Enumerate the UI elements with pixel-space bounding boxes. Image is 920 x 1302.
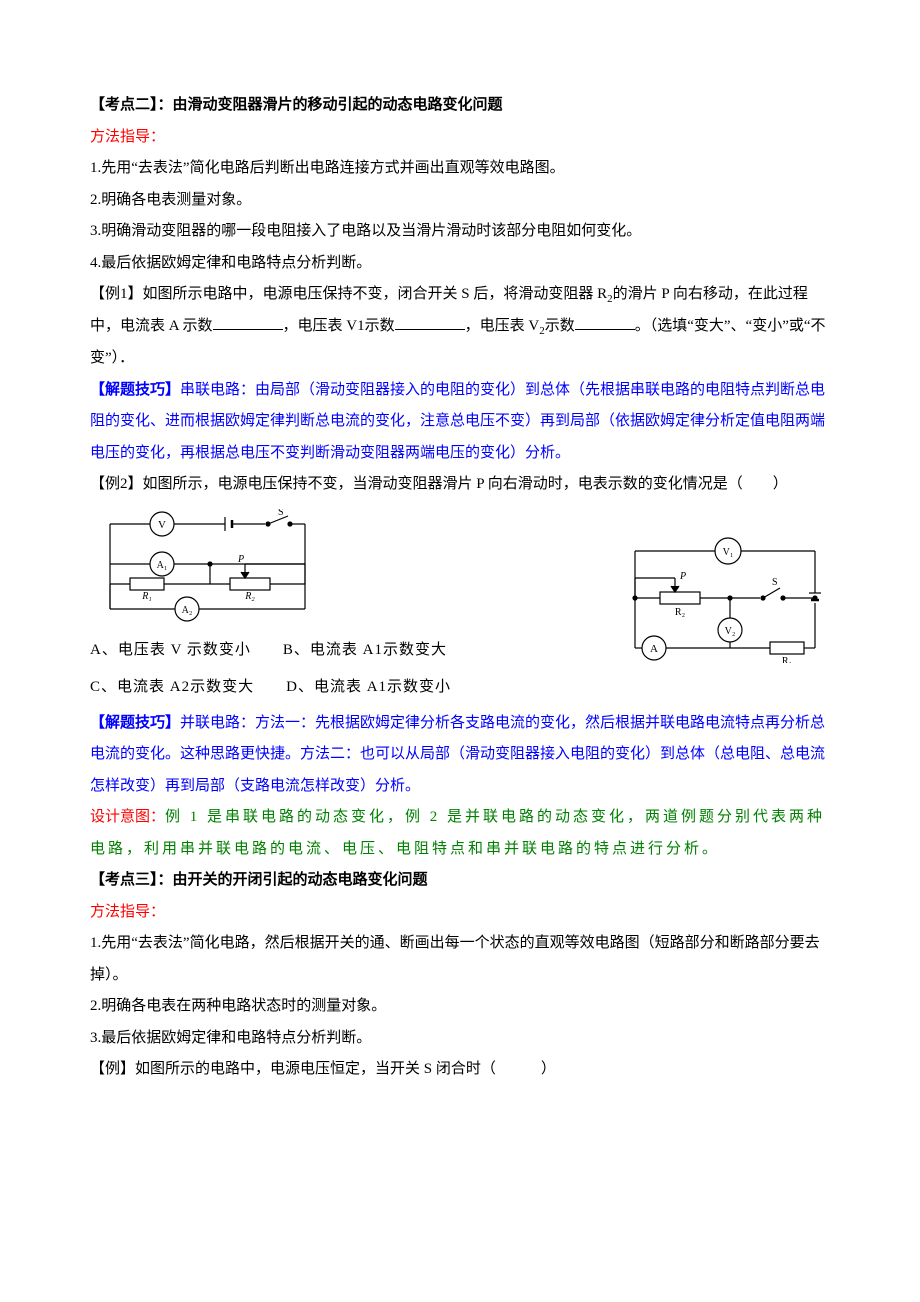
circuit-diagram-2: V₁ A R₁ P R₂ [620,533,830,663]
svg-text:P: P [679,571,686,582]
opt-d: D、电流表 A1示数变小 [286,679,451,695]
ex1-tip-label-part: 【解题技巧】 [90,382,180,398]
method-title-2: 方法指导： [90,122,830,154]
s2-step3: 3.明确滑动变阻器的哪一段电阻接入了电路以及当滑片滑动时该部分电阻如何变化。 [90,216,830,248]
ex2-tip: 【解题技巧】并联电路：方法一：先根据欧姆定律分析各支路电流的变化，然后根据并联电… [90,708,830,803]
opt-c: C、电流表 A2示数变大 [90,679,254,695]
svg-text:A₂: A₂ [182,605,193,616]
example3: 【例】如图所示的电路中，电源电压恒定，当开关 S 闭合时（ ） [90,1054,830,1086]
ex1-mid4: 示数 [545,318,575,334]
ex1-tip-text: 串联电路：由局部（滑动变阻器接入的电阻的变化）到总体（先根据串联电路的电阻特点判… [90,382,825,461]
section3-heading: 【考点三】：由开关的开闭引起的动态电路变化问题 [90,865,830,897]
ex2-tip-label-part: 【解题技巧】 [90,715,180,731]
svg-text:A: A [650,643,658,655]
figures-row: V S A₁ [90,509,830,704]
ex1-mid2: ，电压表 V1示数 [283,318,395,334]
svg-text:R₂: R₂ [675,607,685,618]
svg-text:R₂: R₂ [244,591,255,602]
design-text: 例 1 是串联电路的动态变化，例 2 是并联电路的动态变化，两道例题分别代表两种… [90,809,825,857]
s3-step1: 1.先用“去表法”简化电路，然后根据开关的通、断画出每一个状态的直观等效电路图（… [90,928,830,991]
ex1-pre: 【例1】如图所示电路中，电源电压保持不变，闭合开关 S 后，将滑动变阻器 R [90,286,607,302]
s3-step3: 3.最后依据欧姆定律和电路特点分析判断。 [90,1023,830,1055]
ex1-tip: 【解题技巧】串联电路：由局部（滑动变阻器接入的电阻的变化）到总体（先根据串联电路… [90,375,830,470]
ex1-mid3: ，电压表 V [465,318,540,334]
svg-text:V₂: V₂ [725,626,736,637]
s2-step1: 1.先用“去表法”简化电路后判断出电路连接方式并画出直观等效电路图。 [90,153,830,185]
figure-2-block: V₁ A R₁ P R₂ [620,533,830,663]
s2-step4: 4.最后依据欧姆定律和电路特点分析判断。 [90,248,830,280]
svg-text:A₁: A₁ [157,560,168,571]
design-intent: 设计意图：例 1 是串联电路的动态变化，例 2 是并联电路的动态变化，两道例题分… [90,802,830,865]
blank-2 [395,314,465,330]
circuit-diagram-1: V S A₁ [90,509,320,629]
svg-text:S: S [772,577,778,588]
opt-b: B、电流表 A1示数变大 [283,642,447,658]
example1: 【例1】如图所示电路中，电源电压保持不变，闭合开关 S 后，将滑动变阻器 R2的… [90,279,830,375]
s3-step2: 2.明确各电表在两种电路状态时的测量对象。 [90,991,830,1023]
blank-1 [213,314,283,330]
svg-text:R₁: R₁ [141,591,152,602]
blank-3 [575,314,635,330]
options-row2: C、电流表 A2示数变大 D、电流表 A1示数变小 [90,672,451,704]
svg-text:V₁: V₁ [723,547,734,558]
ex2-tip-text: 并联电路：方法一：先根据欧姆定律分析各支路电流的变化，然后根据并联电路电流特点再… [90,715,825,794]
figure-1-block: V S A₁ [90,509,451,704]
opt-a: A、电压表 V 示数变小 [90,642,251,658]
s2-step2: 2.明确各电表测量对象。 [90,185,830,217]
options-row1: A、电压表 V 示数变小 B、电流表 A1示数变大 [90,635,451,667]
svg-text:P: P [237,554,244,565]
design-label: 设计意图： [90,809,165,825]
svg-text:R₁: R₁ [782,656,792,663]
method-title-3: 方法指导： [90,897,830,929]
svg-text:V: V [158,519,166,531]
section2-heading: 【考点二】：由滑动变阻器滑片的移动引起的动态电路变化问题 [90,90,830,122]
svg-text:S: S [278,509,284,518]
example2: 【例2】如图所示，电源电压保持不变，当滑动变阻器滑片 P 向右滑动时，电表示数的… [90,469,830,501]
